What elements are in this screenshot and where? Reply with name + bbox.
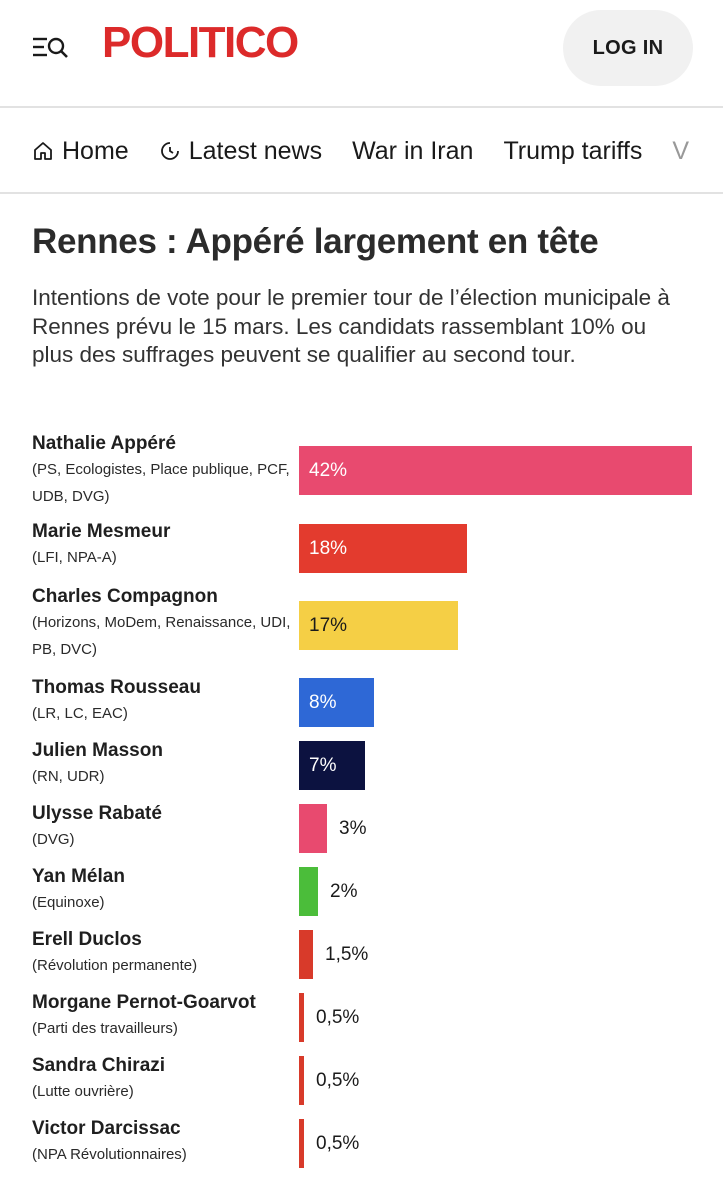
data-label: 0,5% — [316, 1006, 360, 1028]
candidate-name: Erell Duclos — [32, 929, 142, 950]
data-label: 17% — [309, 614, 348, 636]
nav-item-trump-tariffs[interactable]: Trump tariffs — [503, 137, 642, 166]
bar — [299, 741, 365, 790]
candidate-name: Nathalie Appéré — [32, 433, 176, 454]
bar — [299, 446, 692, 495]
bar — [299, 867, 318, 916]
top-nav: Home Latest news War in Iran Trump tarif… — [0, 110, 723, 194]
home-icon — [34, 142, 52, 160]
candidate-name: Sandra Chirazi — [32, 1055, 166, 1076]
chart-subtitle: Intentions de vote pour le premier tour … — [32, 285, 670, 367]
bar — [299, 804, 327, 853]
bar — [299, 1119, 304, 1168]
candidate-name: Morgane Pernot-Goarvot — [32, 992, 256, 1013]
candidate-party: (LFI, NPA-A) — [32, 549, 117, 566]
bar — [299, 678, 374, 727]
data-label: 0,5% — [316, 1132, 360, 1154]
nav-item-home[interactable]: Home — [32, 137, 129, 166]
bar — [299, 1056, 304, 1105]
candidate-party: (Lutte ouvrière) — [32, 1083, 134, 1100]
candidate-party: (Horizons, MoDem, Renaissance, UDI, PB, … — [32, 614, 291, 658]
login-button[interactable]: LOG IN — [563, 10, 693, 86]
candidate-party: (Révolution permanente) — [32, 957, 198, 974]
nav-trump-tariffs-label: Trump tariffs — [503, 136, 643, 165]
candidate-name: Thomas Rousseau — [32, 677, 201, 698]
clock-icon — [160, 142, 179, 160]
nav-latest-news-label: Latest news — [188, 136, 323, 165]
data-label: 8% — [309, 691, 337, 713]
nav-item-truncated[interactable]: V — [672, 137, 689, 166]
candidate-party: (RN, UDR) — [32, 768, 105, 785]
candidate-party: (LR, LC, EAC) — [32, 705, 128, 722]
candidate-name: Ulysse Rabaté — [32, 803, 162, 824]
candidate-party: (NPA Révolutionnaires) — [32, 1146, 187, 1163]
candidate-name: Julien Masson — [32, 740, 163, 761]
nav-home-label: Home — [62, 136, 129, 165]
menu-search-icon[interactable] — [32, 34, 70, 62]
politico-logo[interactable]: POLITICO — [102, 18, 299, 67]
candidate-party: (Equinoxe) — [32, 894, 105, 911]
data-label: 18% — [309, 537, 348, 559]
data-label: 7% — [309, 754, 337, 776]
candidate-name: Marie Mesmeur — [32, 521, 171, 542]
data-label: 42% — [309, 459, 348, 481]
data-label: 3% — [339, 817, 367, 839]
data-label: 2% — [330, 880, 358, 902]
nav-item-latest-news[interactable]: Latest news — [159, 137, 322, 166]
candidate-name: Yan Mélan — [32, 866, 125, 887]
candidate-party: (PS, Ecologistes, Place publique, PCF, U… — [32, 461, 290, 505]
nav-war-in-iran-label: War in Iran — [352, 136, 474, 165]
nav-item-war-in-iran[interactable]: War in Iran — [352, 137, 473, 166]
bar — [299, 993, 304, 1042]
candidate-name: Charles Compagnon — [32, 586, 218, 607]
candidate-party: (DVG) — [32, 831, 75, 848]
data-label: 1,5% — [325, 943, 369, 965]
candidate-party: (Parti des travailleurs) — [32, 1020, 178, 1037]
bar — [299, 601, 458, 650]
bar — [299, 524, 467, 573]
data-label: 0,5% — [316, 1069, 360, 1091]
bar — [299, 930, 313, 979]
site-header: POLITICO LOG IN — [0, 0, 723, 108]
nav-truncated-label: V — [672, 136, 690, 165]
chart-title: Rennes : Appéré largement en tête — [32, 222, 599, 261]
candidate-name: Victor Darcissac — [32, 1118, 181, 1139]
